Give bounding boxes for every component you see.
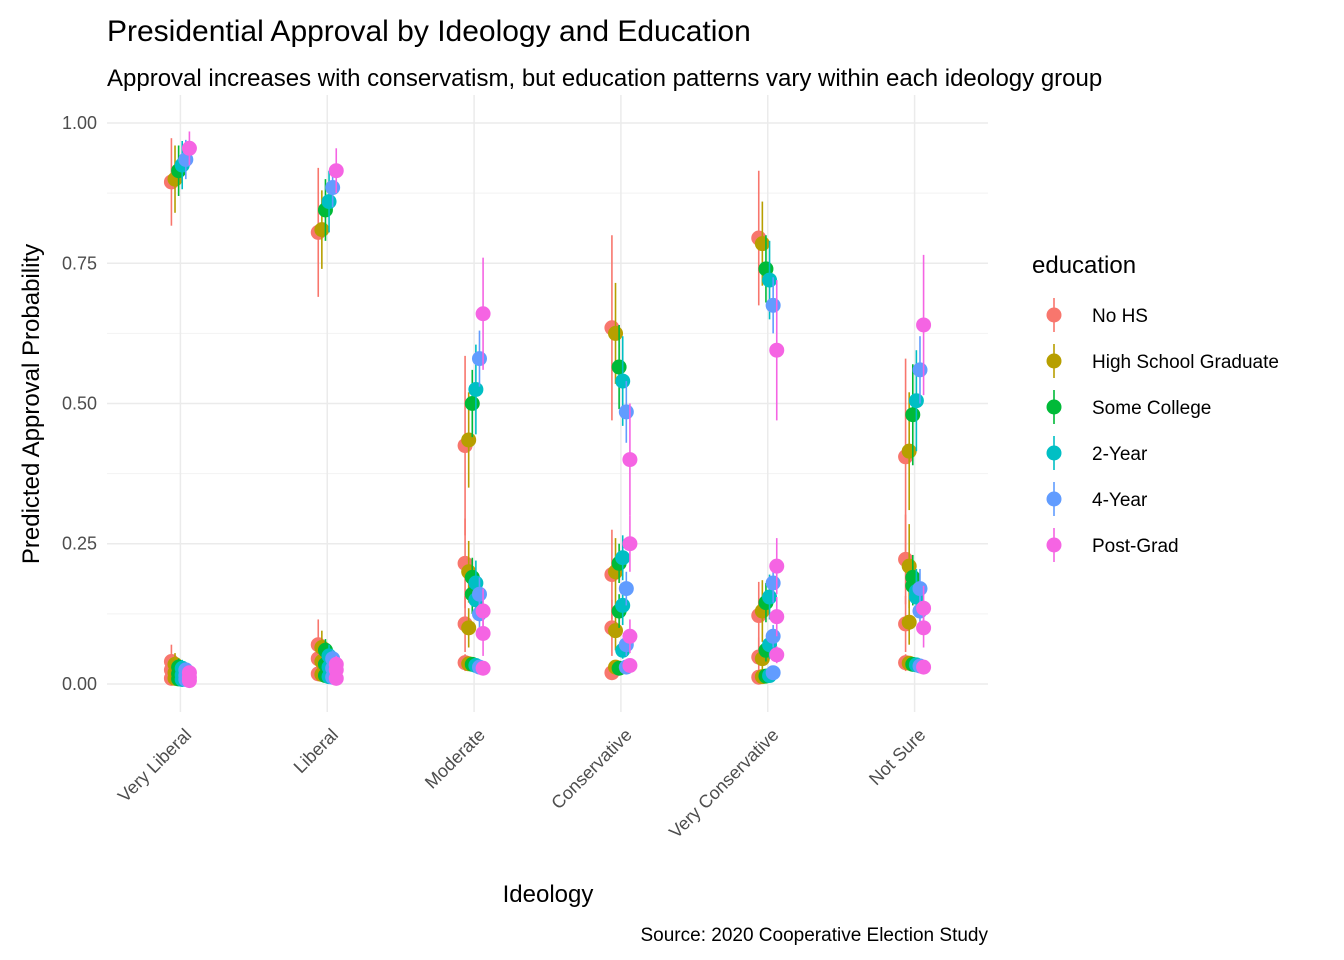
point — [618, 404, 634, 420]
point — [475, 660, 491, 676]
x-axis-label: Ideology — [503, 881, 594, 908]
point — [765, 297, 781, 313]
legend-key — [1046, 491, 1062, 507]
point — [615, 597, 631, 613]
point — [608, 325, 624, 341]
point — [765, 665, 781, 681]
point — [901, 443, 917, 459]
point — [618, 581, 634, 597]
point — [608, 623, 624, 639]
x-tick-label: Not Sure — [865, 725, 929, 789]
caption: Source: 2020 Cooperative Election Study — [641, 925, 989, 946]
point — [475, 625, 491, 641]
point — [622, 628, 638, 644]
point — [328, 670, 344, 686]
legend-label: Some College — [1092, 398, 1211, 419]
legend-key — [1046, 445, 1062, 461]
x-tick-label: Very Conservative — [665, 725, 782, 842]
point — [475, 603, 491, 619]
point — [754, 236, 770, 252]
legend-key — [1046, 307, 1062, 323]
point — [611, 359, 627, 375]
point — [901, 614, 917, 630]
point — [471, 586, 487, 602]
legend-label: 2-Year — [1092, 444, 1148, 465]
y-tick-label: 0.75 — [62, 253, 97, 273]
y-axis-label: Predicted Approval Probability — [18, 244, 45, 564]
point — [769, 609, 785, 625]
point — [471, 351, 487, 367]
point — [325, 180, 341, 196]
point — [468, 381, 484, 397]
point — [908, 393, 924, 409]
point — [181, 673, 197, 689]
legend-key — [1046, 537, 1062, 553]
point — [765, 575, 781, 591]
legend-label: No HS — [1092, 306, 1148, 327]
legend-key — [1046, 353, 1062, 369]
point — [328, 163, 344, 179]
point — [916, 659, 932, 675]
point — [321, 194, 337, 210]
legend-title: education — [1032, 252, 1136, 279]
point — [615, 550, 631, 566]
legend-key — [1046, 399, 1062, 415]
point — [912, 362, 928, 378]
point — [916, 620, 932, 636]
legend-label: Post-Grad — [1092, 536, 1179, 557]
point — [762, 589, 778, 605]
x-tick-label: Liberal — [290, 725, 342, 777]
point — [762, 272, 778, 288]
point — [181, 140, 197, 156]
chart-title: Presidential Approval by Ideology and Ed… — [107, 15, 751, 48]
point — [765, 628, 781, 644]
y-tick-label: 0.50 — [62, 394, 97, 414]
legend-label: 4-Year — [1092, 490, 1148, 511]
point — [905, 407, 921, 423]
point — [622, 452, 638, 468]
point — [916, 317, 932, 333]
x-tick-label: Conservative — [547, 725, 635, 813]
point — [461, 620, 477, 636]
point — [769, 647, 785, 663]
x-tick-label: Moderate — [421, 725, 489, 793]
point — [314, 222, 330, 238]
point — [475, 306, 491, 322]
point — [461, 432, 477, 448]
point — [769, 558, 785, 574]
point — [622, 536, 638, 552]
point — [622, 657, 638, 673]
legend-label: High School Graduate — [1092, 352, 1279, 373]
x-tick-label: Very Liberal — [114, 725, 195, 806]
point — [769, 342, 785, 358]
y-tick-label: 0.00 — [62, 674, 97, 694]
point — [615, 373, 631, 389]
point — [912, 581, 928, 597]
y-tick-label: 0.25 — [62, 534, 97, 554]
y-tick-label: 1.00 — [62, 113, 97, 133]
point — [916, 600, 932, 616]
point — [464, 396, 480, 411]
chart-subtitle: Approval increases with conservatism, bu… — [107, 65, 1102, 92]
